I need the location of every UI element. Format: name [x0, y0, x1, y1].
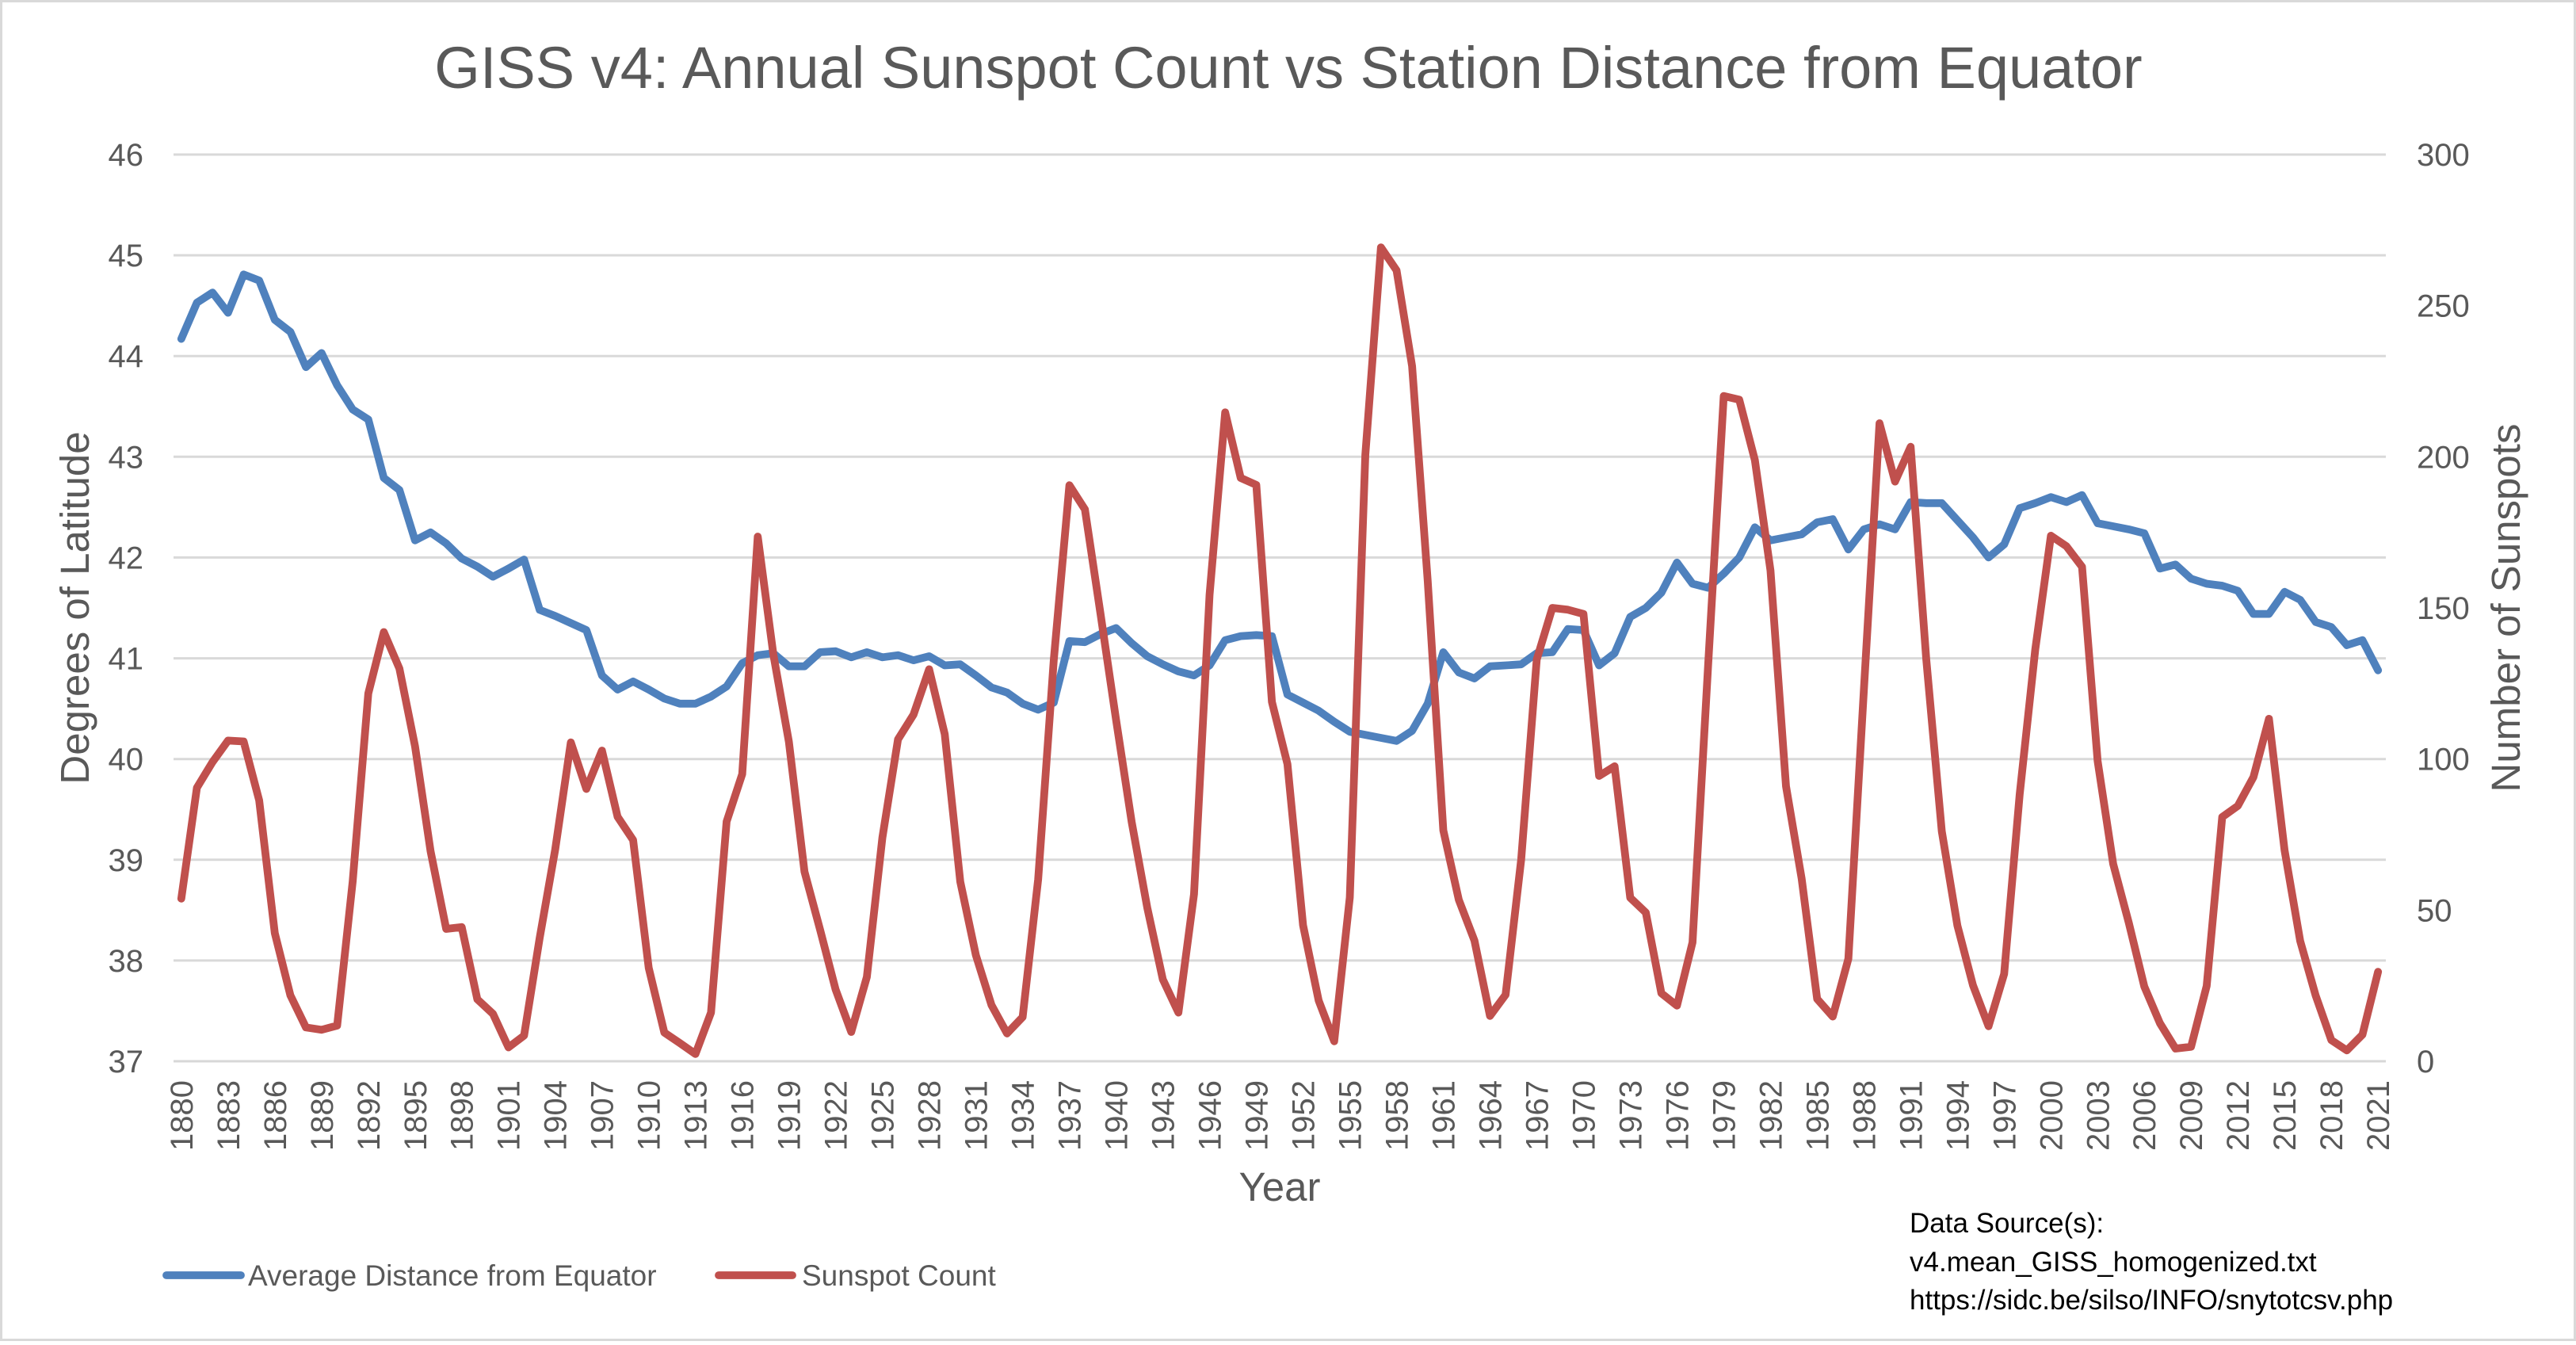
svg-text:1952: 1952: [1287, 1080, 1322, 1151]
svg-text:1925: 1925: [866, 1080, 901, 1151]
svg-text:1979: 1979: [1707, 1080, 1742, 1151]
svg-text:1886: 1886: [258, 1080, 293, 1151]
svg-text:45: 45: [109, 239, 144, 273]
svg-text:2003: 2003: [2081, 1080, 2116, 1151]
svg-text:1985: 1985: [1800, 1080, 1835, 1151]
svg-text:1901: 1901: [492, 1080, 527, 1151]
svg-text:Data Source(s):: Data Source(s):: [1910, 1208, 2104, 1239]
svg-text:1976: 1976: [1660, 1080, 1695, 1151]
svg-text:1898: 1898: [445, 1080, 480, 1151]
svg-text:1946: 1946: [1193, 1080, 1228, 1151]
svg-text:1943: 1943: [1147, 1080, 1181, 1151]
svg-text:2009: 2009: [2174, 1080, 2209, 1151]
svg-text:1982: 1982: [1754, 1080, 1788, 1151]
svg-text:1907: 1907: [586, 1080, 620, 1151]
svg-text:44: 44: [109, 339, 144, 374]
svg-text:2015: 2015: [2268, 1080, 2303, 1151]
svg-text:200: 200: [2417, 440, 2470, 475]
svg-text:1958: 1958: [1380, 1080, 1415, 1151]
svg-text:1967: 1967: [1520, 1080, 1555, 1151]
svg-text:1904: 1904: [539, 1080, 574, 1151]
svg-text:2018: 2018: [2315, 1080, 2349, 1151]
svg-text:1973: 1973: [1613, 1080, 1648, 1151]
svg-text:2021: 2021: [2361, 1080, 2396, 1151]
svg-text:1883: 1883: [212, 1080, 246, 1151]
svg-text:1880: 1880: [165, 1080, 200, 1151]
svg-text:Number of Sunspots: Number of Sunspots: [2483, 424, 2528, 793]
svg-text:40: 40: [109, 743, 144, 778]
svg-text:0: 0: [2417, 1045, 2434, 1079]
svg-text:41: 41: [109, 642, 144, 677]
svg-text:2000: 2000: [2034, 1080, 2069, 1151]
svg-text:Average Distance from Equator: Average Distance from Equator: [248, 1259, 657, 1292]
svg-text:GISS v4: Annual Sunspot Count: GISS v4: Annual Sunspot Count vs Station…: [434, 35, 2142, 101]
svg-text:1934: 1934: [1006, 1080, 1041, 1151]
svg-text:250: 250: [2417, 289, 2470, 324]
svg-text:1913: 1913: [679, 1080, 714, 1151]
svg-text:43: 43: [109, 440, 144, 475]
svg-text:42: 42: [109, 541, 144, 575]
svg-text:2012: 2012: [2221, 1080, 2256, 1151]
svg-text:1910: 1910: [632, 1080, 667, 1151]
svg-text:1955: 1955: [1334, 1080, 1368, 1151]
svg-text:1922: 1922: [819, 1080, 854, 1151]
svg-text:Degrees of Latitude: Degrees of Latitude: [52, 431, 97, 784]
svg-text:Sunspot Count: Sunspot Count: [802, 1259, 997, 1292]
svg-text:1937: 1937: [1053, 1080, 1088, 1151]
svg-text:1931: 1931: [960, 1080, 994, 1151]
svg-text:1895: 1895: [399, 1080, 433, 1151]
svg-text:https://sidc.be/silso/INFO/sny: https://sidc.be/silso/INFO/snytotcsv.php: [1910, 1285, 2393, 1316]
svg-text:1889: 1889: [305, 1080, 340, 1151]
svg-text:150: 150: [2417, 591, 2470, 626]
svg-text:1961: 1961: [1427, 1080, 1462, 1151]
svg-text:100: 100: [2417, 743, 2470, 778]
svg-text:1940: 1940: [1100, 1080, 1135, 1151]
svg-text:Year: Year: [1238, 1164, 1320, 1209]
svg-text:1970: 1970: [1567, 1080, 1601, 1151]
svg-text:1991: 1991: [1894, 1080, 1929, 1151]
svg-text:1964: 1964: [1473, 1080, 1508, 1151]
svg-text:38: 38: [109, 944, 144, 979]
svg-text:50: 50: [2417, 893, 2452, 928]
svg-text:46: 46: [109, 138, 144, 173]
svg-text:1997: 1997: [1987, 1080, 2022, 1151]
svg-text:v4.mean_GISS_homogenized.txt: v4.mean_GISS_homogenized.txt: [1910, 1247, 2317, 1278]
svg-text:39: 39: [109, 843, 144, 878]
svg-text:1988: 1988: [1847, 1080, 1882, 1151]
svg-text:1916: 1916: [726, 1080, 761, 1151]
svg-text:2006: 2006: [2128, 1080, 2162, 1151]
svg-text:1928: 1928: [913, 1080, 948, 1151]
svg-text:1949: 1949: [1240, 1080, 1275, 1151]
svg-text:1892: 1892: [352, 1080, 387, 1151]
svg-text:37: 37: [109, 1045, 144, 1079]
svg-text:300: 300: [2417, 138, 2470, 173]
svg-text:1994: 1994: [1941, 1080, 1975, 1151]
svg-text:1919: 1919: [773, 1080, 807, 1151]
